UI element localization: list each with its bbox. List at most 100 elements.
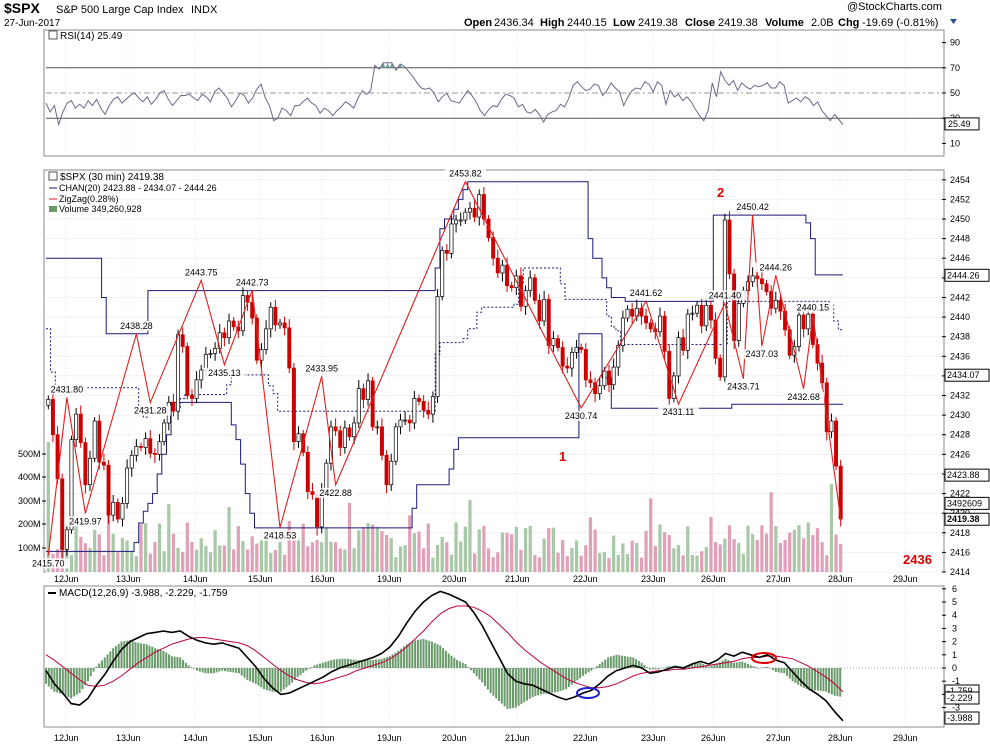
channel-upper-line — [46, 181, 843, 335]
macd-histogram-bar — [828, 668, 831, 694]
macd-histogram-bar — [123, 641, 126, 668]
zigzag-label-bg — [315, 487, 357, 498]
volume-bar — [153, 542, 157, 572]
volume-bar — [371, 524, 375, 572]
macd-histogram-bar — [299, 668, 302, 676]
chg-dropdown-icon[interactable] — [950, 19, 957, 24]
zigzag-label: 2438.28 — [120, 321, 153, 331]
volume-bar — [301, 523, 305, 572]
zigzag-label-bg — [722, 381, 764, 392]
macd-histogram-bar — [209, 668, 212, 674]
x-tick-label: 20Jun — [442, 574, 467, 584]
quote-bar: Open 2436.34 High 2440.15 Low 2419.38 Cl… — [464, 17, 957, 29]
macd-histogram-bar — [556, 668, 559, 692]
zigzag-label-bg — [732, 201, 774, 212]
macd-histogram-bar — [797, 668, 800, 685]
price-candle-body — [194, 379, 199, 399]
macd-histogram-bar — [279, 668, 282, 692]
macd-histogram-bar — [277, 668, 280, 692]
macd-histogram-bar — [500, 668, 503, 704]
macd-histogram-bar — [545, 668, 548, 694]
macd-histogram-bar — [349, 659, 352, 668]
zigzag-label-bg — [46, 384, 88, 395]
price-candle-body — [213, 348, 218, 354]
volume-bar — [672, 548, 676, 572]
x-tick-label: 12Jun — [54, 574, 79, 584]
macd-histogram-bar — [394, 652, 397, 668]
volume-bar — [412, 533, 417, 572]
price-candle-body — [736, 302, 741, 341]
macd-histogram-bar — [752, 666, 755, 668]
zigzag-pivot: 2419.97 — [64, 516, 106, 527]
macd-histogram-bar — [369, 660, 372, 668]
macd-histogram-bar — [140, 643, 143, 668]
volume-bar — [644, 530, 648, 572]
price-candle-body — [671, 375, 676, 399]
volume-bar — [106, 509, 111, 572]
price-candle-body — [180, 334, 185, 347]
volume-bar — [482, 525, 486, 572]
price-candle-body — [685, 313, 690, 351]
x-tick-label: 14Jun — [183, 574, 208, 584]
macd-histogram-bar — [730, 661, 733, 668]
volume-bar — [366, 523, 370, 572]
macd-histogram-bar — [514, 668, 517, 708]
volume-bar — [245, 549, 250, 572]
price-candle-body — [162, 422, 167, 442]
macd-histogram-bar — [430, 641, 433, 668]
volume-bar — [144, 523, 148, 572]
rsi-legend-box[interactable] — [48, 30, 58, 40]
macd-histogram-bar — [713, 664, 716, 668]
price-candle-body — [699, 304, 704, 327]
macd-histogram-bar — [640, 662, 643, 668]
price-candle-body — [616, 345, 621, 368]
price-candle-body — [435, 296, 440, 397]
macd-histogram-bar — [802, 668, 805, 688]
volume-value: 2.0B — [811, 17, 834, 29]
volume-bar — [690, 555, 695, 572]
volume-bar — [454, 522, 458, 572]
volume-bar — [496, 552, 500, 572]
volume-bar — [579, 555, 583, 572]
macd-histogram-bar — [657, 668, 660, 670]
volume-bar — [519, 549, 523, 572]
macd-panel — [43, 585, 945, 728]
price-tick-label: 2440 — [950, 312, 970, 322]
price-candle-body — [732, 273, 737, 341]
volume-bar — [241, 541, 245, 572]
macd-histogram-bar — [358, 660, 361, 668]
price-legend-box[interactable] — [48, 171, 58, 181]
price-candle-body — [597, 385, 602, 394]
volume-bar — [523, 528, 528, 572]
macd-histogram-bar — [433, 642, 436, 668]
price-candle-body — [630, 308, 635, 317]
rsi-tick-label: 50 — [950, 88, 960, 98]
zigzag-label-bg — [657, 407, 700, 418]
x-tick-label: 19Jun — [377, 733, 402, 743]
price-candle-body — [718, 357, 723, 378]
volume-bar — [741, 553, 745, 572]
volume-bar — [148, 553, 152, 572]
volume-bar — [162, 551, 166, 572]
volume-tick-label: 200M — [18, 519, 41, 529]
macd-histogram-bar — [159, 649, 162, 668]
macd-histogram-bar — [321, 662, 324, 668]
volume-bar — [157, 523, 162, 572]
macd-histogram-bar — [95, 666, 98, 668]
volume-legend-text: Volume 349,260,928 — [59, 204, 142, 214]
x-tick-label: 15Jun — [248, 733, 273, 743]
volume-bar — [764, 533, 769, 572]
price-candle-body — [708, 304, 713, 321]
price-candle-body — [662, 315, 667, 352]
volume-bar — [630, 540, 634, 572]
volume-bar — [324, 527, 328, 572]
low-value: 2419.38 — [638, 17, 678, 29]
macd-histogram-bar — [688, 664, 691, 668]
price-candle-body — [556, 338, 560, 348]
volume-bar — [445, 542, 449, 572]
macd-histogram-bar — [520, 668, 523, 705]
volume-bar — [440, 536, 444, 572]
macd-histogram-bar — [626, 656, 629, 668]
price-candle-body — [379, 426, 384, 456]
volume-bar — [181, 551, 185, 572]
